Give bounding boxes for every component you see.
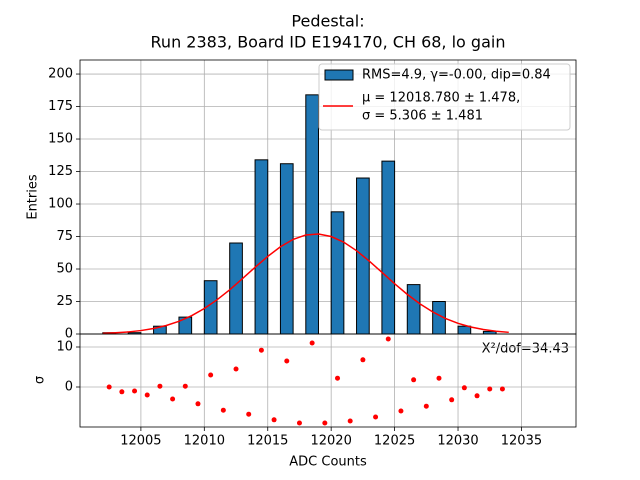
residual-point (106, 384, 112, 390)
legend: RMS=4.9, γ=-0.00, dip=0.84 μ = 12018.780 … (318, 63, 571, 131)
axes-frame (79, 333, 577, 428)
y-tick-label: 100 (48, 197, 73, 212)
residual-point (398, 408, 404, 414)
residual-point (296, 420, 302, 426)
y-tick-label: 50 (56, 262, 73, 277)
x-tick-label: 12010 (184, 434, 225, 449)
residual-point (423, 403, 429, 409)
residual-point (335, 375, 341, 381)
bar (305, 94, 319, 335)
chart-title: Pedestal: (291, 12, 364, 31)
y-tick-label: 75 (56, 229, 73, 244)
residual-point (208, 372, 214, 378)
legend-label: σ = 5.306 ± 1.481 (362, 109, 483, 124)
y-tick-label: 10 (56, 340, 73, 355)
y-tick-label: 200 (48, 67, 73, 82)
legend-box (318, 63, 571, 131)
y-tick-label: 150 (48, 132, 73, 147)
residual-point (449, 397, 455, 403)
residual-point (220, 407, 226, 413)
annotation: X²/dof=34.43 (482, 342, 569, 357)
y-axis-label: Entries (26, 174, 41, 220)
y-tick-label: 175 (48, 99, 73, 114)
bar (406, 284, 421, 335)
residual-point (487, 386, 493, 392)
residual-point (144, 392, 150, 398)
residual-point (119, 389, 125, 395)
residual-point (258, 347, 264, 353)
residual-point (233, 366, 239, 372)
residual-point (271, 417, 277, 423)
residual-point (182, 383, 188, 389)
residual-point (373, 414, 379, 420)
bar (279, 163, 294, 335)
chart-title: Run 2383, Board ID E194170, CH 68, lo ga… (151, 33, 506, 52)
residual-point (157, 383, 163, 389)
fit-line (102, 233, 509, 335)
residual-point (246, 411, 252, 417)
residual-point (322, 420, 328, 426)
residual-point (385, 336, 391, 342)
x-axis-label: ADC Counts (289, 455, 367, 470)
bar (254, 159, 269, 335)
x-tick-label: 12025 (374, 434, 415, 449)
bar (457, 325, 472, 335)
y-tick-label: 125 (48, 164, 73, 179)
residual-point (309, 340, 315, 346)
residual-point (436, 375, 442, 381)
residual-point (195, 401, 201, 407)
y-tick-label: 0 (65, 380, 73, 395)
legend-label: μ = 12018.780 ± 1.478, (362, 91, 520, 106)
y-tick-label: 25 (56, 294, 73, 309)
legend-swatch (324, 69, 354, 81)
residual-point (170, 396, 176, 402)
residual-point (499, 386, 505, 392)
residual-point (284, 358, 290, 364)
residual-point (132, 388, 138, 394)
x-tick-label: 12035 (501, 434, 542, 449)
y-tick-label: 0 (65, 327, 73, 342)
bar (330, 211, 345, 335)
x-tick-label: 12020 (310, 434, 351, 449)
residual-point (474, 393, 480, 399)
residual-point (461, 385, 467, 391)
residual-point (411, 377, 417, 383)
residual-point (347, 418, 353, 424)
x-tick-label: 12030 (437, 434, 478, 449)
residual-point (360, 357, 366, 363)
legend-label: RMS=4.9, γ=-0.00, dip=0.84 (362, 68, 551, 83)
x-tick-label: 12015 (247, 434, 288, 449)
x-tick-label: 12005 (120, 434, 161, 449)
y-axis-label: σ (33, 376, 48, 384)
bar (381, 160, 396, 335)
